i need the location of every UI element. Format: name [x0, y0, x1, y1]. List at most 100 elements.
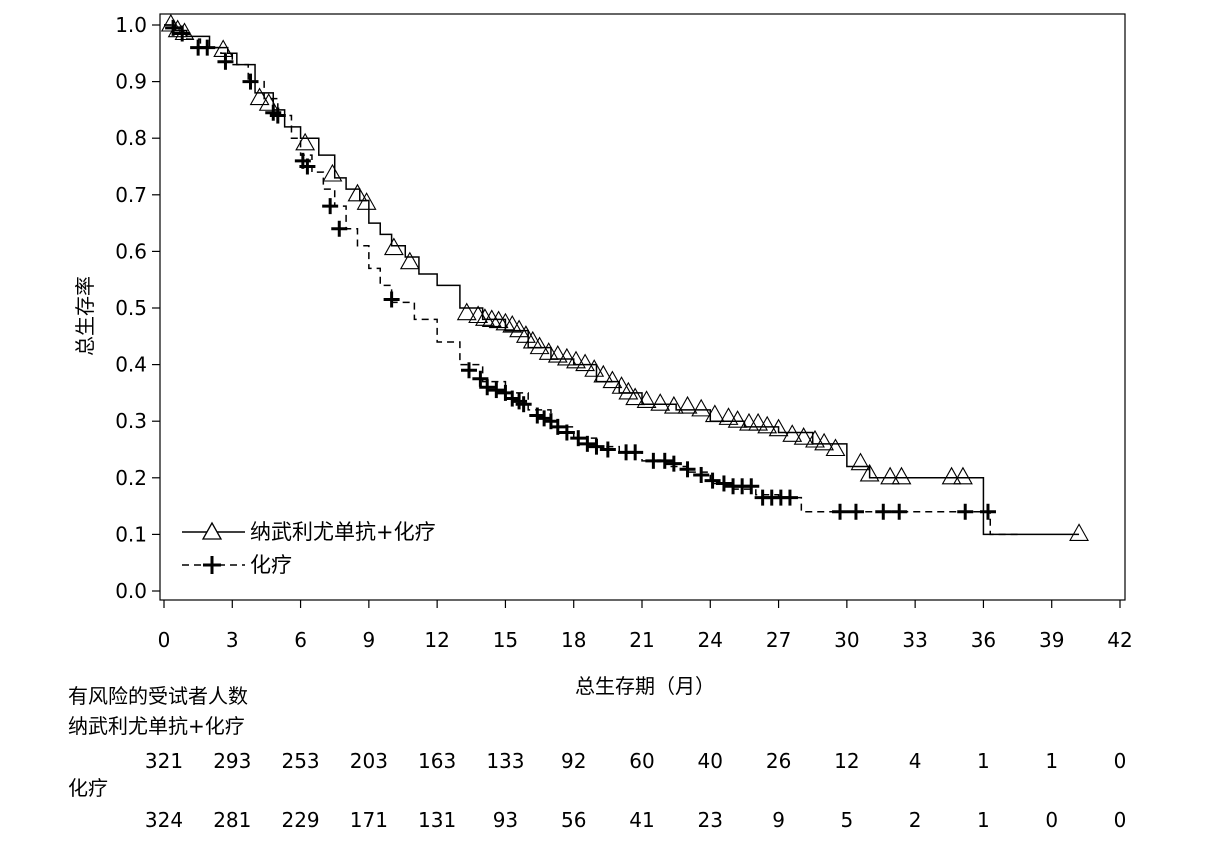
censor-marker-triangle — [566, 350, 586, 369]
x-tick-label: 3 — [226, 628, 239, 652]
censor-marker-triangle — [356, 192, 377, 210]
censor-marker-plus — [199, 39, 216, 56]
risk-number: 41 — [629, 808, 654, 832]
censor-marker-triangle — [618, 381, 639, 400]
risk-number: 281 — [213, 808, 251, 832]
censor-marker-triangle — [399, 251, 420, 270]
censor-marker-triangle — [488, 310, 509, 329]
risk-number: 131 — [418, 808, 456, 832]
censor-marker-plus — [472, 370, 489, 387]
censor-marker-triangle — [814, 432, 835, 451]
risk-number: 2 — [909, 808, 922, 832]
x-tick-label: 33 — [902, 628, 927, 652]
censor-marker-triangle — [727, 410, 748, 428]
risk-number: 1 — [977, 749, 990, 773]
survival-curves — [164, 24, 1080, 536]
legend-label-chemo: 化疗 — [250, 553, 292, 577]
censor-marker-triangle — [825, 438, 846, 457]
axes: 0 3 6 9 12 15 18 21 24 27 30 33 36 39 420.00.10.20.30.… — [115, 13, 1133, 652]
censor-marker-triangle — [475, 308, 495, 326]
censor-marker-plus — [165, 19, 182, 36]
censor-marker-triangle — [295, 132, 316, 151]
risk-number: 92 — [561, 749, 586, 773]
censor-marker-triangle — [593, 364, 614, 383]
risk-number: 1 — [977, 808, 990, 832]
risk-number: 133 — [486, 749, 524, 773]
censor-marker-triangle — [953, 466, 973, 485]
censor-marker-triangle — [793, 427, 814, 445]
censor-marker-plus — [322, 198, 339, 215]
y-tick-label: 0.7 — [115, 183, 147, 207]
censor-marker-plus — [174, 25, 191, 42]
censor-markers — [160, 13, 1089, 541]
x-axis-title: 总生存期（月） — [575, 674, 715, 698]
censor-marker-triangle — [941, 466, 962, 485]
censor-marker-plus — [875, 503, 892, 520]
censor-marker-triangle — [748, 412, 769, 431]
risk-number: 0 — [1114, 808, 1127, 832]
censor-marker-plus — [570, 430, 587, 447]
censor-marker-triangle — [322, 163, 343, 182]
censor-marker-plus — [743, 478, 760, 495]
censor-marker-triangle — [718, 407, 739, 425]
y-tick-label: 0.2 — [115, 466, 147, 490]
censor-marker-triangle — [515, 325, 536, 343]
y-tick-label: 0.3 — [115, 409, 147, 433]
x-tick-label: 36 — [971, 628, 996, 652]
x-tick-label: 30 — [834, 628, 859, 652]
censor-marker-triangle — [782, 424, 803, 442]
censor-marker-plus — [627, 444, 644, 461]
censor-marker-triangle — [691, 398, 712, 417]
risk-number: 171 — [350, 808, 388, 832]
y-tick-label: 0.4 — [115, 353, 147, 377]
censor-marker-plus — [558, 424, 575, 441]
censor-marker-plus — [269, 107, 286, 124]
y-axis-title: 总生存率 — [73, 276, 97, 356]
y-tick-label: 1.0 — [115, 13, 147, 37]
censor-marker-triangle — [174, 22, 195, 41]
risk-number: 324 — [145, 808, 183, 832]
censor-marker-plus — [665, 455, 682, 472]
censor-marker-triangle — [347, 183, 368, 202]
censor-marker-plus — [461, 362, 478, 379]
censor-marker-triangle — [456, 302, 477, 321]
risk-number: 321 — [145, 749, 183, 773]
censor-marker-triangle — [859, 463, 880, 482]
risk-row-label-nivolumab: 纳武利尤单抗+化疗 — [68, 714, 245, 738]
censor-marker-plus — [331, 220, 348, 237]
censor-marker-triangle — [547, 344, 568, 363]
x-tick-label: 27 — [766, 628, 791, 652]
censor-marker-triangle — [677, 395, 698, 414]
censor-marker-plus — [549, 418, 566, 435]
risk-number: 293 — [213, 749, 251, 773]
y-tick-label: 0.0 — [115, 579, 147, 603]
censor-marker-triangle — [495, 312, 516, 331]
risk-number: 12 — [834, 749, 859, 773]
censor-marker-plus — [847, 503, 864, 520]
legend-label-nivolumab: 纳武利尤单抗+化疗 — [250, 520, 436, 544]
y-tick-label: 0.8 — [115, 126, 147, 150]
survival-curve-chemo — [164, 24, 1018, 536]
risk-number: 56 — [561, 808, 586, 832]
x-tick-label: 15 — [493, 628, 518, 652]
censor-marker-triangle — [602, 370, 623, 389]
censor-marker-triangle — [663, 395, 684, 414]
censor-marker-triangle — [704, 404, 725, 423]
censor-marker-triangle — [625, 387, 646, 406]
censor-marker-triangle — [249, 87, 270, 106]
x-tick-label: 9 — [362, 628, 375, 652]
censor-marker-triangle — [891, 466, 912, 485]
risk-number: 1 — [1045, 749, 1058, 773]
censor-marker-triangle — [880, 466, 901, 485]
censor-marker-plus — [781, 489, 798, 506]
legend-plus-icon — [203, 556, 221, 574]
censor-marker-triangle — [522, 330, 543, 349]
censor-marker-plus — [957, 503, 974, 520]
y-tick-label: 0.5 — [115, 296, 147, 320]
x-tick-label: 24 — [698, 628, 723, 652]
x-tick-label: 42 — [1107, 628, 1132, 652]
censor-marker-triangle — [768, 418, 789, 437]
risk-number: 40 — [698, 749, 723, 773]
